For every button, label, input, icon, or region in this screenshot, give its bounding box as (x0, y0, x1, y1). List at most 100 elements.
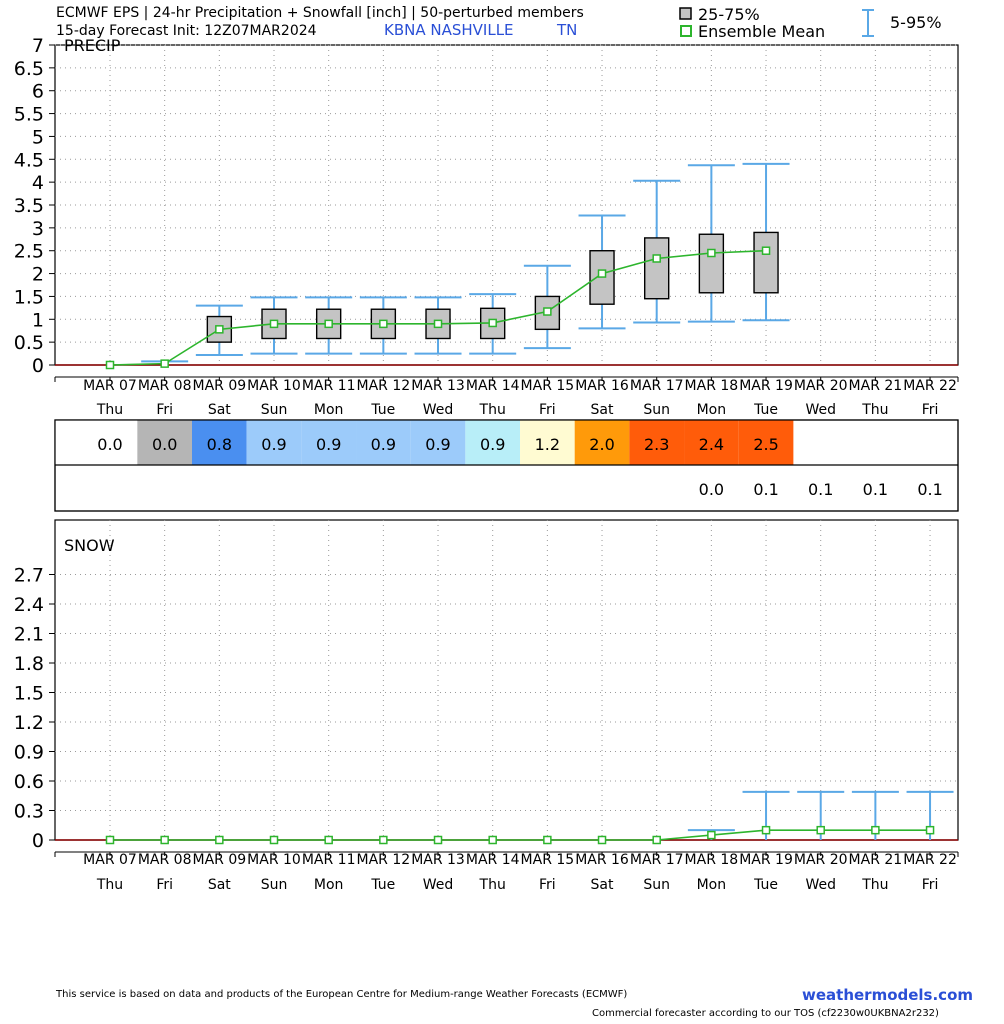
snow-total-value: 0.0 (699, 480, 724, 499)
y-tick-label: 2.5 (14, 241, 44, 263)
precip-total-value: 2.3 (644, 435, 669, 454)
y-tick-label: 1.2 (14, 712, 44, 734)
ensemble-mean-point (543, 835, 552, 845)
ensemble-mean-point (761, 246, 771, 255)
x-day-label: Sun (261, 402, 288, 418)
ensemble-mean-point (105, 835, 115, 845)
summary-table-border (54, 419, 959, 512)
ensemble-mean-point (215, 835, 224, 845)
y-tick-label: 0.3 (14, 801, 44, 823)
y-tick-label: 2.7 (14, 565, 44, 587)
x-day-label: Tue (753, 402, 778, 418)
x-day-label: Sat (591, 877, 614, 893)
ensemble-mean-point (871, 825, 880, 835)
x-date-label: MAR 16 (575, 852, 629, 868)
ensemble-mean-point (160, 359, 169, 368)
x-day-label: Wed (805, 402, 836, 418)
x-day-label: Tue (753, 877, 778, 893)
x-date-label: MAR 22 (903, 852, 957, 868)
ensemble-mean-point (597, 269, 607, 278)
x-day-label: Tue (370, 877, 395, 893)
y-tick-label: 1 (32, 309, 44, 331)
x-date-label: MAR 08 (138, 852, 192, 868)
footer-tos: Commercial forecaster according to our T… (592, 1008, 939, 1019)
ensemble-mean-point (925, 825, 935, 835)
precip-total-cell (574, 420, 630, 465)
summary-table: 0.0 0.0 0.8 0.9 0.9 0.9 0.9 0.9 1.2 2.0 2.3 2.4 2.5 0… (54, 419, 959, 512)
precip-total-cell (629, 420, 685, 465)
precip-total-cell (465, 420, 521, 465)
x-day-label: Fri (156, 402, 173, 418)
legend-box-label: 25-75% (698, 5, 760, 24)
x-date-label: MAR 11 (302, 852, 356, 868)
ensemble-mean-point (324, 319, 333, 329)
x-date-label: MAR 11 (302, 378, 356, 394)
x-day-label: Sun (643, 877, 670, 893)
x-day-label: Sun (643, 402, 670, 418)
precip-total-cell (520, 420, 575, 465)
precip-total-cell (356, 420, 411, 465)
precip-total-cell (684, 420, 739, 465)
snow-total-value: 0.1 (808, 480, 833, 499)
station-name: KBNA NASHVILLE (384, 21, 514, 39)
precip-total-value: 0.9 (261, 435, 286, 454)
x-date-label: MAR 15 (521, 852, 575, 868)
x-date-label: MAR 14 (466, 852, 520, 868)
x-date-label: MAR 17 (630, 378, 684, 394)
x-day-label: Thu (861, 877, 888, 893)
x-day-label: Mon (314, 877, 344, 893)
y-tick-label: 6.5 (14, 58, 44, 80)
footer-disclaimer: This service is based on data and produc… (56, 989, 628, 1000)
x-date-label: MAR 19 (739, 852, 793, 868)
ensemble-mean-point (707, 248, 716, 258)
precip-total-value: 1.2 (535, 435, 560, 454)
y-tick-label: 1.5 (14, 286, 44, 308)
panel-frame (54, 519, 959, 841)
y-tick-label: 1.8 (14, 653, 44, 675)
y-tick-label: 0 (32, 830, 44, 852)
x-date-label: MAR 07 (83, 852, 137, 868)
y-tick-label: 3 (32, 218, 44, 240)
y-tick-label: 4 (32, 172, 44, 194)
x-day-label: Fri (156, 877, 173, 893)
precip-total-value: 0.0 (152, 435, 177, 454)
x-date-label: MAR 18 (685, 852, 739, 868)
y-tick-label: 6 (32, 81, 44, 103)
ensemble-mean-point (433, 319, 443, 329)
x-day-label: Mon (697, 402, 727, 418)
footer-brand-link[interactable]: weathermodels.com (802, 986, 974, 1004)
x-day-label: Sat (208, 877, 231, 893)
ensemble-mean-point (269, 319, 279, 329)
precip-total-cell (192, 420, 247, 465)
x-date-label: MAR 10 (247, 852, 301, 868)
precip-total-value: 0.9 (316, 435, 341, 454)
ensemble-mean-point (215, 325, 224, 334)
legend-whisker-glyph (862, 9, 874, 37)
ensemble-mean-point (105, 360, 115, 370)
y-tick-label: 1.5 (14, 683, 44, 705)
x-date-label: MAR 18 (685, 378, 739, 394)
x-date-label: MAR 12 (357, 378, 411, 394)
ensemble-mean-point (433, 835, 443, 845)
x-day-label: Wed (805, 877, 836, 893)
precip-total-value: 2.4 (699, 435, 724, 454)
x-date-label: MAR 21 (849, 852, 903, 868)
x-day-label: Fri (539, 402, 556, 418)
snow-total-value: 0.1 (753, 480, 778, 499)
ensemble-mean-point (761, 825, 771, 835)
x-date-label: MAR 13 (411, 852, 465, 868)
x-day-label: Thu (96, 402, 123, 418)
ensemble-mean-point (543, 307, 552, 316)
ensemble-mean-point (597, 835, 607, 845)
precip-total-value: 0.9 (371, 435, 396, 454)
x-date-label: MAR 12 (357, 852, 411, 868)
ensemble-mean-line (110, 829, 931, 841)
x-date-label: MAR 21 (849, 378, 903, 394)
x-day-label: Fri (539, 877, 556, 893)
y-tick-label: 4.5 (14, 149, 44, 171)
precip-total-cell (301, 420, 357, 465)
x-day-label: Thu (479, 402, 506, 418)
x-day-label: Thu (861, 402, 888, 418)
x-date-label: MAR 08 (138, 378, 192, 394)
